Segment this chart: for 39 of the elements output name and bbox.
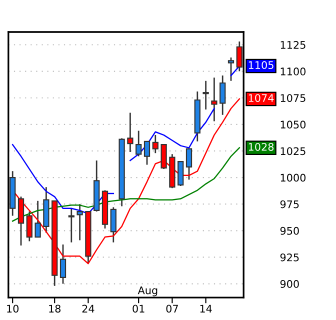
y-tick-label: 900 [280, 280, 299, 288]
candlestick [144, 140, 150, 166]
candlestick [236, 40, 242, 72]
candlestick [76, 203, 83, 241]
candlestick [34, 200, 41, 238]
candlestick [220, 74, 226, 116]
y-tick-label: 1075 [280, 94, 306, 102]
annotation: Aug [138, 286, 158, 296]
candlestick [228, 56, 234, 82]
candlestick [127, 112, 134, 153]
x-tick-label: 14 [200, 304, 212, 312]
candlestick [178, 160, 184, 187]
candlestick [26, 210, 32, 242]
y-tick-label: 1050 [280, 120, 306, 129]
x-tick-label: 07 [166, 304, 178, 313]
data-label: 1074 [248, 94, 274, 102]
y-tick-label: 1000 [280, 174, 306, 182]
y-tick-label: 950 [280, 226, 299, 235]
x-tick-label: 24 [82, 304, 94, 312]
candlestick [60, 244, 66, 284]
x-tick-label: 10 [7, 304, 19, 313]
candlestick [136, 130, 142, 157]
y-tick-label: 1100 [280, 68, 306, 76]
y-tick-label: 1025 [280, 147, 306, 156]
candlestick [68, 208, 74, 244]
candlestick [110, 206, 116, 244]
candlestick [202, 80, 209, 110]
data-label: 1105 [248, 61, 274, 70]
x-tick-label: 01 [132, 304, 144, 313]
candlestick [152, 134, 158, 154]
data-label: 1028 [248, 142, 274, 151]
y-tick-label: 975 [280, 200, 299, 208]
line-series [12, 147, 240, 222]
x-tick-label: 18 [49, 304, 61, 313]
candlestick [211, 76, 218, 122]
y-tick-label: 1125 [280, 40, 306, 49]
y-tick-label: 925 [280, 253, 299, 262]
candlestick [160, 144, 167, 170]
candlestick [186, 148, 192, 180]
